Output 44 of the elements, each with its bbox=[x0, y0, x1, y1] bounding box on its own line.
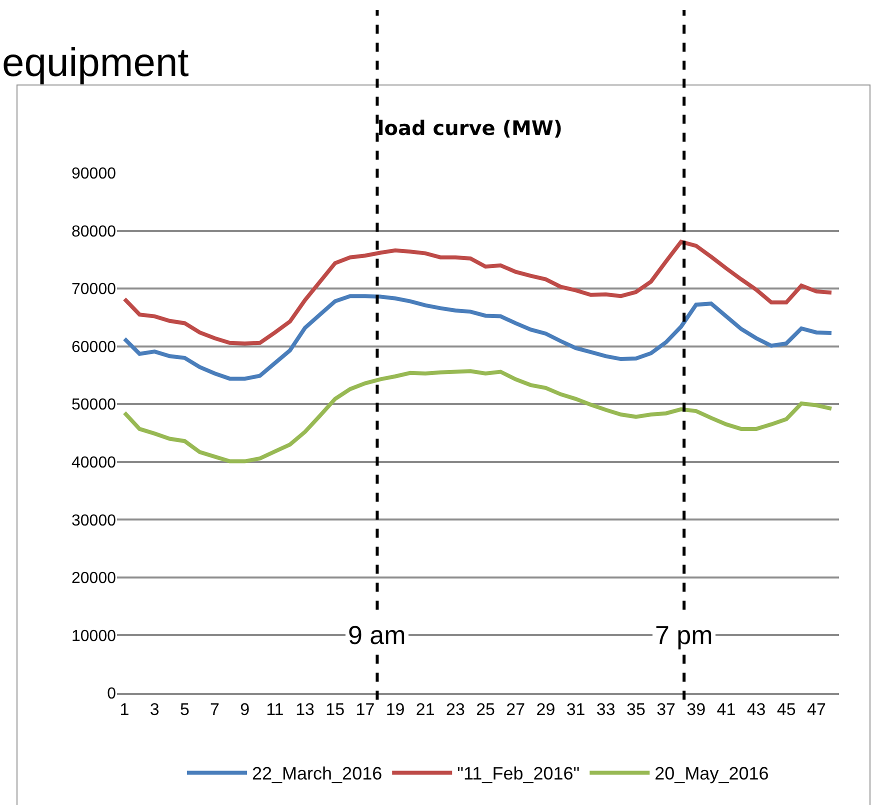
x-tick-label: 39 bbox=[686, 700, 706, 720]
x-tick-label: 29 bbox=[536, 700, 556, 720]
y-tick-label: 20000 bbox=[72, 570, 116, 588]
ref-line-label: 7 pm bbox=[655, 620, 713, 650]
text: equipment bbox=[2, 41, 189, 85]
line-series bbox=[122, 240, 834, 346]
y-tick-label: 50000 bbox=[72, 396, 116, 414]
x-tick-label: 19 bbox=[386, 700, 405, 720]
x-tick-label: 3 bbox=[150, 700, 160, 720]
x-tick-label: 25 bbox=[476, 700, 495, 720]
y-tick-label: 0 bbox=[107, 686, 116, 703]
x-tick-label: 41 bbox=[716, 700, 736, 720]
x-tick-label: 1 bbox=[120, 700, 130, 720]
x-tick-label: 23 bbox=[446, 700, 465, 720]
x-tick-label: 37 bbox=[656, 700, 676, 720]
x-tick-label: 9 bbox=[240, 700, 250, 720]
x-tick-label: 47 bbox=[806, 700, 826, 720]
y-tick-label: 40000 bbox=[72, 454, 116, 472]
x-tick-label: 31 bbox=[566, 700, 586, 720]
x-tick-label: 5 bbox=[180, 700, 190, 720]
chart-title: load curve (MW) bbox=[377, 116, 563, 140]
y-tick-label: 70000 bbox=[72, 281, 116, 298]
y-tick-label: 60000 bbox=[72, 338, 116, 356]
x-tick-label: 15 bbox=[326, 700, 345, 720]
y-tick-label: 90000 bbox=[72, 166, 116, 183]
x-tick-label: 11 bbox=[266, 700, 284, 720]
x-tick-label: 13 bbox=[296, 700, 314, 720]
line-series bbox=[122, 369, 834, 464]
legend-label: 20_May_2016 bbox=[654, 764, 769, 784]
legend-label: 22_March_2016 bbox=[252, 764, 382, 784]
line-series bbox=[122, 294, 834, 381]
legend-label: "11_Feb_2016" bbox=[457, 764, 580, 784]
y-tick-label: 10000 bbox=[72, 628, 116, 645]
x-tick-label: 45 bbox=[776, 700, 796, 720]
x-tick-label: 7 bbox=[210, 700, 220, 720]
ref-line-label: 9 am bbox=[348, 620, 406, 650]
x-tick-label: 27 bbox=[506, 700, 526, 720]
y-tick-label: 80000 bbox=[72, 223, 116, 240]
x-tick-label: 43 bbox=[746, 700, 766, 720]
x-tick-label: 17 bbox=[356, 700, 375, 720]
y-tick-label: 30000 bbox=[72, 512, 116, 530]
x-tick-label: 33 bbox=[596, 700, 616, 720]
x-tick-label: 21 bbox=[416, 700, 435, 720]
x-tick-label: 35 bbox=[626, 700, 646, 720]
